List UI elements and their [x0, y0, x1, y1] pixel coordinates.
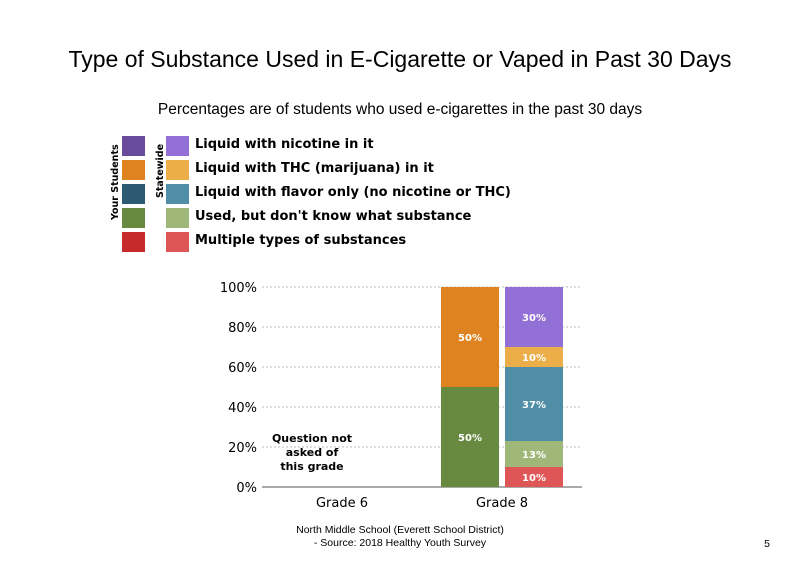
legend-swatch-own-unknown	[122, 208, 145, 228]
footer-line-2: - Source: 2018 Healthy Youth Survey	[313, 537, 487, 549]
data-label: 10%	[522, 473, 546, 484]
footer-source: North Middle School (Everett School Dist…	[260, 524, 540, 550]
x-tick-label: Grade 6	[316, 496, 368, 511]
bar-segment	[505, 441, 563, 467]
y-tick-label: 80%	[228, 321, 257, 336]
y-tick-label: 100%	[220, 281, 257, 296]
legend-label-multiple: Multiple types of substances	[195, 233, 407, 248]
legend-swatch-own-flavor	[122, 184, 145, 204]
page-number: 5	[764, 538, 770, 550]
legend-label-thc: Liquid with THC (marijuana) in it	[195, 161, 434, 176]
data-label: 50%	[458, 333, 482, 344]
bar-segment	[505, 467, 563, 487]
legend-swatch-state-multiple	[166, 232, 189, 252]
not-asked-note: asked of	[286, 446, 339, 459]
legend-swatch-state-thc	[166, 160, 189, 180]
legend-swatch-state-flavor	[166, 184, 189, 204]
bar-segment	[505, 367, 563, 441]
legend-swatch-own-thc	[122, 160, 145, 180]
data-label: 37%	[522, 400, 546, 411]
legend-label-nicotine: Liquid with nicotine in it	[195, 137, 374, 152]
legend-swatch-own-multiple	[122, 232, 145, 252]
data-label: 50%	[458, 433, 482, 444]
legend-item-unknown: Used, but don't know what substance	[108, 208, 528, 228]
footer-line-1: North Middle School (Everett School Dist…	[296, 524, 504, 536]
legend-swatch-state-unknown	[166, 208, 189, 228]
legend-swatch-state-nicotine	[166, 136, 189, 156]
bar-segment	[441, 387, 499, 487]
legend-item-multiple: Multiple types of substances	[108, 232, 528, 252]
bar-segment	[441, 287, 499, 387]
y-tick-label: 40%	[228, 401, 257, 416]
not-asked-note: this grade	[280, 460, 343, 473]
legend-item-thc: Liquid with THC (marijuana) in it	[108, 160, 528, 180]
not-asked-note: Question not	[272, 432, 352, 445]
legend-item-nicotine: Liquid with nicotine in it	[108, 136, 528, 156]
legend-label-flavor: Liquid with flavor only (no nicotine or …	[195, 185, 511, 200]
chart-subtitle: Percentages are of students who used e-c…	[157, 101, 643, 118]
y-tick-label: 0%	[236, 481, 257, 496]
data-label: 30%	[522, 313, 546, 324]
data-label: 13%	[522, 450, 546, 461]
bar-segment	[505, 347, 563, 367]
y-tick-label: 60%	[228, 361, 257, 376]
bar-segment	[505, 287, 563, 347]
y-tick-label: 20%	[228, 441, 257, 456]
legend-label-unknown: Used, but don't know what substance	[195, 209, 472, 224]
legend-swatch-own-nicotine	[122, 136, 145, 156]
x-tick-label: Grade 8	[476, 496, 528, 511]
data-label: 10%	[522, 353, 546, 364]
legend-item-flavor: Liquid with flavor only (no nicotine or …	[108, 184, 528, 204]
chart-title: Type of Substance Used in E-Cigarette or…	[68, 46, 732, 72]
